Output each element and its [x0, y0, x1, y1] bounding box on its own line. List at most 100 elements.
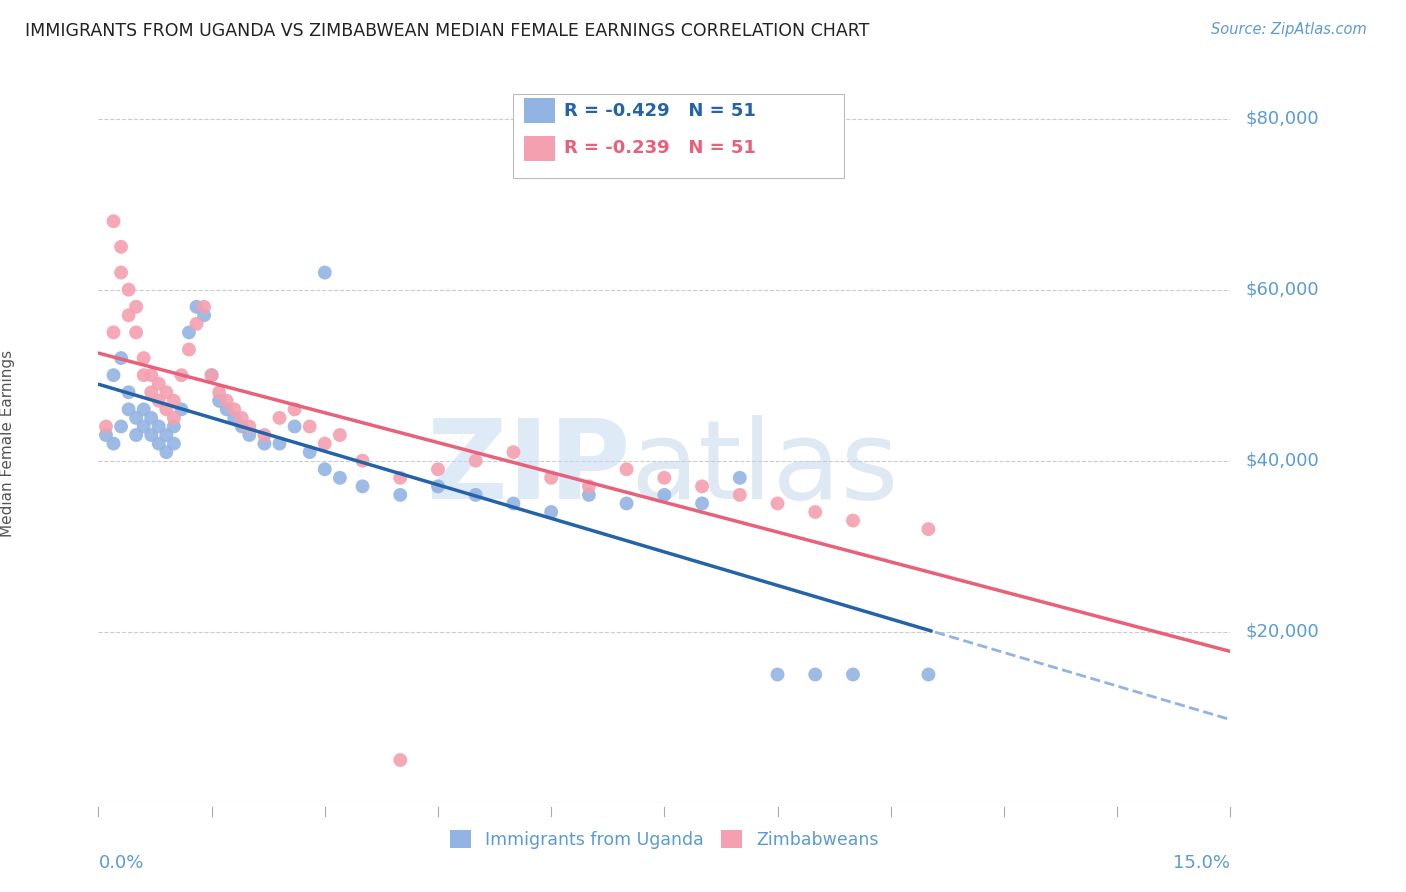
Point	[298, 445, 321, 459]
Point	[238, 428, 260, 442]
Point	[141, 411, 163, 425]
Point	[652, 471, 676, 485]
Point	[231, 411, 253, 425]
Point	[389, 753, 412, 767]
Point	[329, 428, 352, 442]
Text: ZIP: ZIP	[427, 415, 630, 522]
Text: $60,000: $60,000	[1246, 281, 1319, 299]
Point	[314, 462, 336, 476]
Point	[177, 343, 200, 357]
Point	[690, 496, 713, 510]
Point	[284, 402, 307, 417]
Point	[148, 419, 170, 434]
Point	[616, 462, 638, 476]
Point	[804, 505, 827, 519]
Point	[141, 385, 163, 400]
Point	[464, 488, 486, 502]
Point	[148, 376, 170, 391]
Point	[389, 471, 412, 485]
Point	[215, 393, 238, 408]
Text: atlas: atlas	[630, 415, 898, 522]
Point	[728, 488, 751, 502]
Point	[238, 419, 260, 434]
Point	[132, 402, 155, 417]
Point	[125, 300, 148, 314]
Point	[652, 488, 676, 502]
Point	[132, 419, 155, 434]
Point	[117, 385, 139, 400]
Point	[253, 436, 276, 450]
Point	[502, 496, 524, 510]
Point	[766, 496, 789, 510]
Point	[917, 667, 939, 681]
Point	[163, 436, 186, 450]
Point	[917, 522, 939, 536]
Point	[269, 436, 291, 450]
Point	[186, 317, 208, 331]
Point	[215, 402, 238, 417]
Point	[224, 402, 246, 417]
Point	[155, 402, 177, 417]
Point	[231, 419, 253, 434]
Point	[141, 428, 163, 442]
Point	[170, 368, 193, 383]
Text: R = -0.429   N = 51: R = -0.429 N = 51	[564, 102, 755, 120]
Point	[117, 402, 139, 417]
Text: Median Female Earnings: Median Female Earnings	[0, 350, 15, 537]
Point	[766, 667, 789, 681]
Point	[352, 453, 374, 467]
Point	[170, 402, 193, 417]
Point	[314, 266, 336, 280]
Point	[148, 436, 170, 450]
Point	[842, 514, 865, 528]
Point	[578, 488, 600, 502]
Point	[117, 283, 139, 297]
Point	[186, 300, 208, 314]
Point	[427, 462, 450, 476]
Point	[389, 488, 412, 502]
Point	[110, 240, 132, 254]
Point	[132, 351, 155, 365]
Point	[103, 436, 125, 450]
Text: $20,000: $20,000	[1246, 623, 1319, 640]
Point	[103, 214, 125, 228]
Point	[155, 445, 177, 459]
Point	[155, 428, 177, 442]
Point	[728, 471, 751, 485]
Text: $40,000: $40,000	[1246, 451, 1319, 470]
Point	[148, 393, 170, 408]
Text: 0.0%: 0.0%	[98, 855, 143, 872]
Point	[616, 496, 638, 510]
Legend: Immigrants from Uganda, Zimbabweans: Immigrants from Uganda, Zimbabweans	[450, 830, 879, 848]
Point	[201, 368, 224, 383]
Point	[314, 436, 336, 450]
Point	[690, 479, 713, 493]
Point	[224, 411, 246, 425]
Point	[201, 368, 224, 383]
Point	[155, 385, 177, 400]
Text: Source: ZipAtlas.com: Source: ZipAtlas.com	[1211, 22, 1367, 37]
Point	[110, 266, 132, 280]
Point	[110, 351, 132, 365]
Point	[94, 428, 117, 442]
Point	[193, 300, 215, 314]
Point	[540, 471, 562, 485]
Point	[141, 368, 163, 383]
Point	[125, 428, 148, 442]
Text: R = -0.239   N = 51: R = -0.239 N = 51	[564, 139, 755, 157]
Point	[177, 326, 200, 340]
Point	[464, 453, 486, 467]
Point	[125, 326, 148, 340]
Text: 15.0%: 15.0%	[1173, 855, 1230, 872]
Point	[284, 419, 307, 434]
Point	[163, 419, 186, 434]
Point	[540, 505, 562, 519]
Point	[117, 308, 139, 322]
Point	[163, 411, 186, 425]
Text: $80,000: $80,000	[1246, 110, 1319, 128]
Point	[804, 667, 827, 681]
Point	[193, 308, 215, 322]
Point	[578, 479, 600, 493]
Point	[125, 411, 148, 425]
Text: IMMIGRANTS FROM UGANDA VS ZIMBABWEAN MEDIAN FEMALE EARNINGS CORRELATION CHART: IMMIGRANTS FROM UGANDA VS ZIMBABWEAN MED…	[25, 22, 870, 40]
